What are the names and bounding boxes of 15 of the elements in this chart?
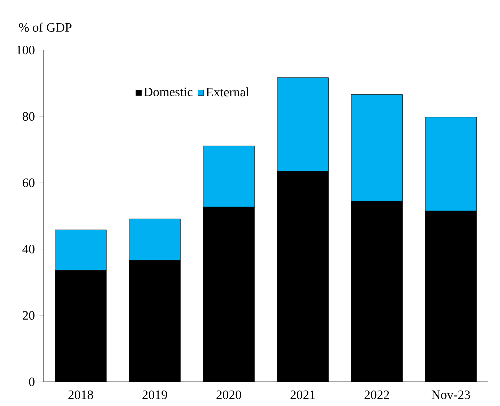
y-tick-label: 60 [22,178,35,188]
y-tick-label: 20 [22,312,35,320]
x-tick-label: 2018 [68,390,94,400]
legend-label: Domestic [144,88,193,97]
y-tick-label: 0 [29,378,35,386]
x-tick-label: Nov-23 [432,390,470,400]
x-tick-label: 2019 [142,390,168,400]
y-tick-label: 40 [22,245,35,254]
x-tick-label: 2022 [364,390,390,400]
y-axis-title: % of GDP [19,22,72,32]
x-tick-label: 2021 [290,390,316,400]
y-tick-label: 80 [22,112,35,122]
y-tick-label: 100 [17,46,35,55]
x-tick-label: 2020 [216,390,242,400]
legend-label: External [206,88,250,97]
